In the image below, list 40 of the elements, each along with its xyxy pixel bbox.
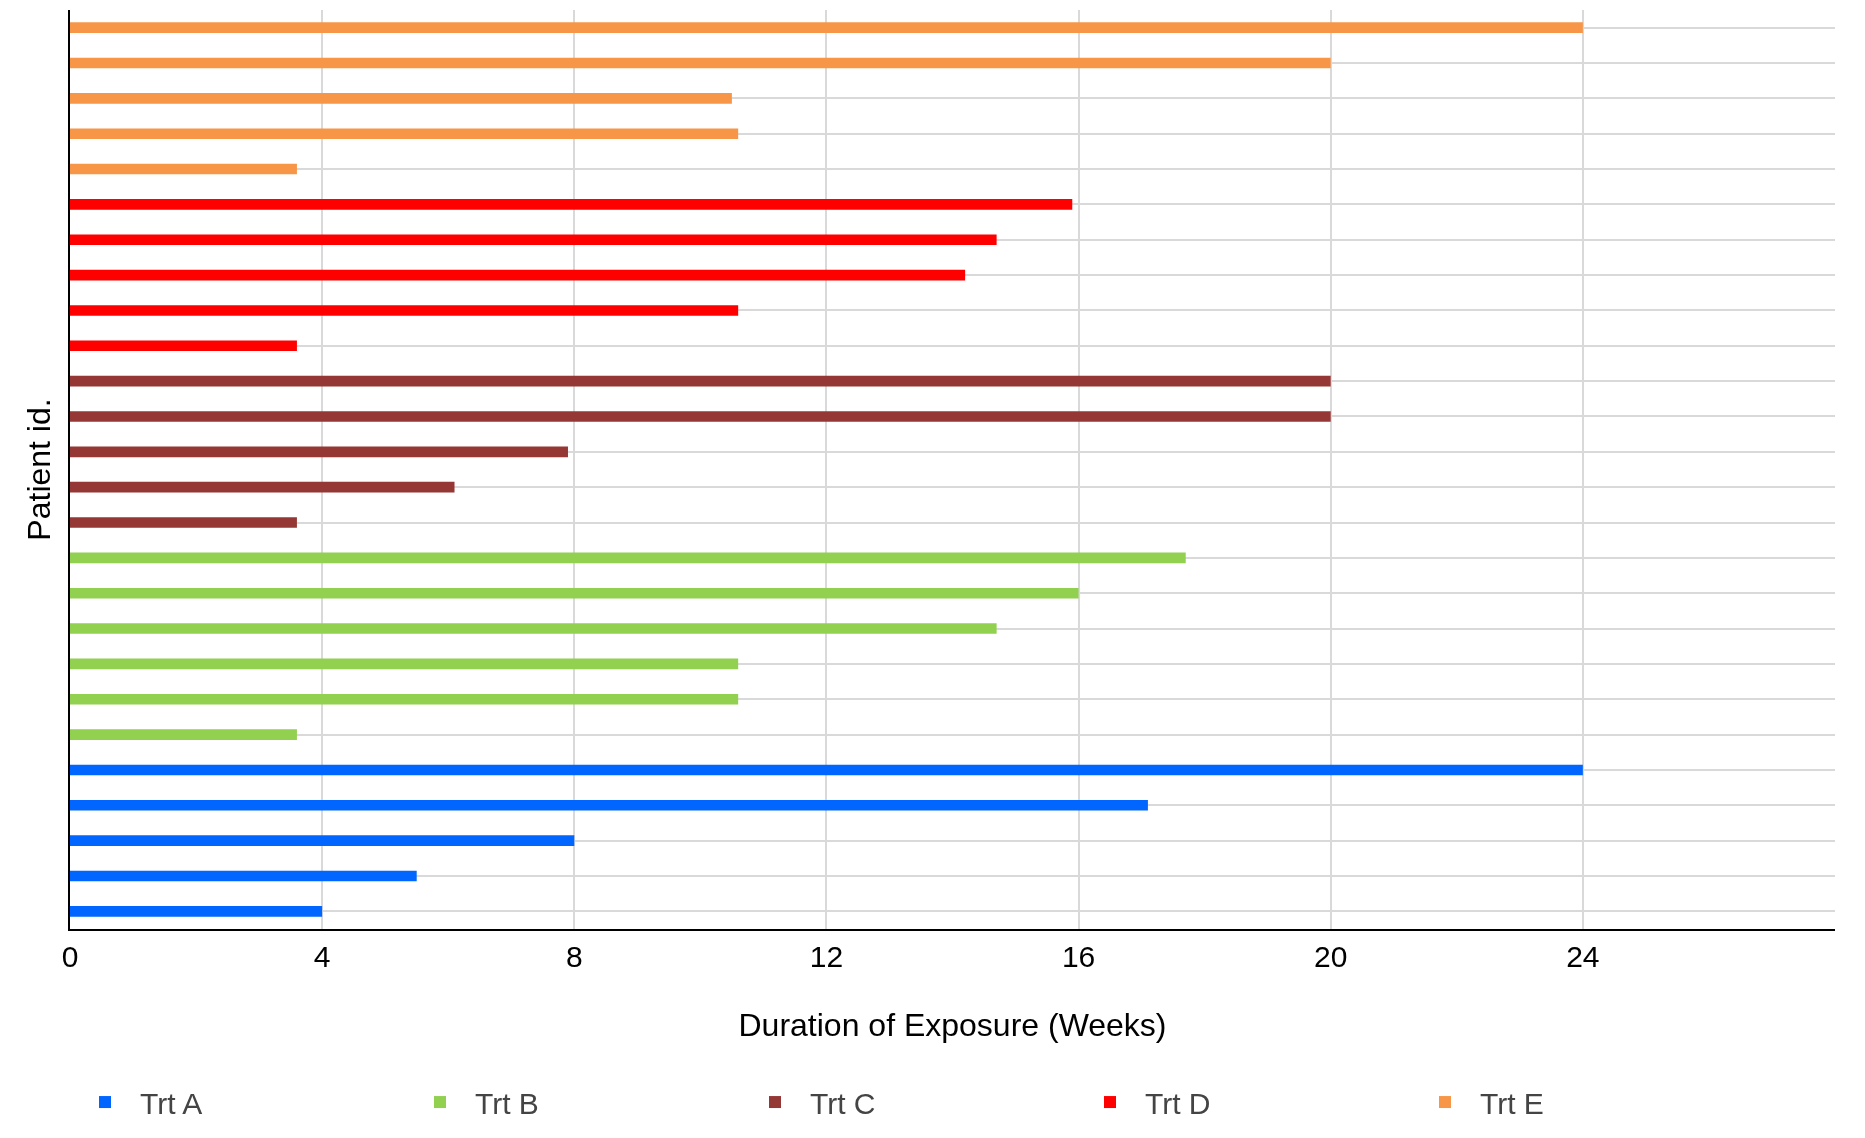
bar bbox=[70, 658, 739, 670]
bar bbox=[70, 799, 1148, 811]
x-tick-label: 12 bbox=[809, 940, 844, 973]
bar bbox=[70, 234, 997, 246]
x-axis-title: Duration of Exposure (Weeks) bbox=[738, 1007, 1167, 1043]
bar bbox=[70, 199, 1073, 210]
bar bbox=[70, 269, 966, 281]
x-tick-label: 0 bbox=[61, 940, 79, 973]
bar bbox=[70, 128, 739, 140]
bar bbox=[70, 22, 1583, 33]
x-tick-label: 4 bbox=[313, 940, 331, 973]
bar bbox=[70, 870, 417, 882]
bar bbox=[70, 587, 1079, 599]
bar bbox=[70, 623, 997, 634]
x-tick-label: 16 bbox=[1061, 940, 1096, 973]
bar bbox=[70, 375, 1331, 387]
bar bbox=[70, 411, 1331, 422]
bar bbox=[70, 517, 297, 528]
bar bbox=[70, 481, 455, 493]
bar bbox=[70, 729, 297, 740]
x-tick-label: 8 bbox=[565, 940, 583, 973]
bar bbox=[70, 93, 732, 104]
legend-label: Trt B bbox=[475, 1086, 539, 1120]
bar bbox=[70, 57, 1331, 69]
legend-label: Trt C bbox=[810, 1086, 876, 1120]
legend-label: Trt D bbox=[1145, 1086, 1211, 1120]
x-tick-label: 20 bbox=[1314, 940, 1348, 973]
bar bbox=[70, 835, 575, 846]
bar bbox=[70, 906, 323, 917]
bar bbox=[70, 163, 297, 175]
y-axis-title: Patient id. bbox=[20, 398, 57, 541]
legend-label: Trt A bbox=[140, 1086, 203, 1120]
bar bbox=[70, 552, 1186, 564]
x-tick-label: 24 bbox=[1566, 940, 1600, 973]
bar bbox=[70, 305, 739, 316]
legend-label: Trt E bbox=[1480, 1086, 1544, 1120]
bar bbox=[70, 693, 739, 705]
bar bbox=[70, 764, 1583, 776]
bar bbox=[70, 446, 568, 458]
bar bbox=[70, 340, 297, 352]
